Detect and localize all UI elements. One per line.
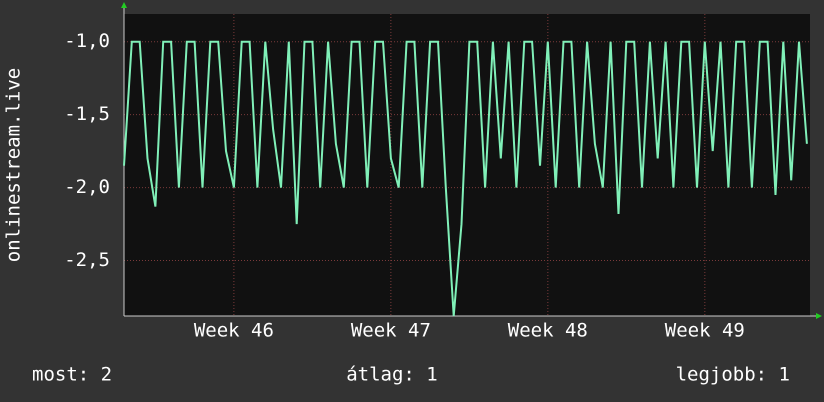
stat-current: most: 2 <box>32 364 112 386</box>
x-tick-label: Week 46 <box>194 320 274 342</box>
y-tick-label: -1,5 <box>64 103 110 125</box>
y-axis-label: onlinestream.live <box>3 68 25 262</box>
stat-average: átlag: 1 <box>346 364 438 386</box>
x-axis-arrow <box>816 313 822 319</box>
x-tick-label: Week 48 <box>508 320 588 342</box>
y-tick-label: -1,0 <box>64 30 110 52</box>
x-tick-label: Week 47 <box>351 320 431 342</box>
y-tick-label: -2,5 <box>64 249 110 271</box>
data-line <box>123 40 808 317</box>
x-tick-label: Week 49 <box>665 320 745 342</box>
stat-best: legjobb: 1 <box>676 364 790 386</box>
plot-area <box>124 14 810 316</box>
y-tick-label: -2,0 <box>64 176 110 198</box>
y-axis-arrow <box>121 2 127 8</box>
